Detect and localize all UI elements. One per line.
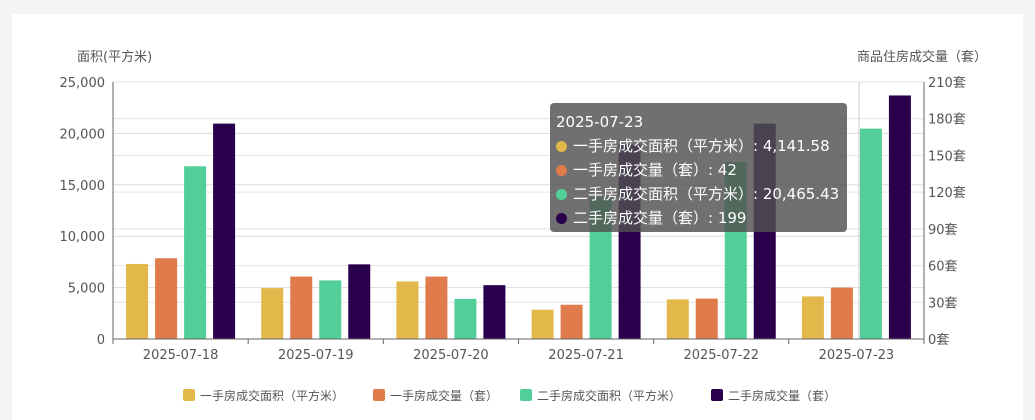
- tooltip-dot-3: [556, 213, 567, 224]
- tooltip-row: 一手房成交量（套）: 42: [556, 158, 841, 182]
- bar-3-2[interactable]: [483, 285, 506, 339]
- legend-label[interactable]: 二手房成交面积（平方米）: [537, 388, 681, 403]
- bar-2-0[interactable]: [184, 166, 207, 339]
- tooltip-row-label: 一手房成交量（套）: 42: [573, 161, 737, 179]
- bar-1-0[interactable]: [155, 258, 178, 339]
- tooltip-row-label: 二手房成交面积（平方米）: 20,465.43: [573, 185, 840, 203]
- legend-swatch[interactable]: [520, 389, 532, 401]
- tooltip-row: 二手房成交面积（平方米）: 20,465.43: [556, 182, 841, 206]
- right-tick-label: 180套: [928, 112, 966, 128]
- tooltip-dot-1: [556, 165, 567, 176]
- left-axis-title: 面积(平方米): [77, 49, 152, 65]
- tooltip-row-label: 二手房成交量（套）: 199: [573, 209, 747, 227]
- bar-3-0[interactable]: [213, 123, 236, 339]
- bar-3-5[interactable]: [888, 95, 911, 339]
- x-tick-label: 2025-07-18: [143, 348, 219, 363]
- bar-1-1[interactable]: [290, 276, 313, 339]
- right-tick-label: 90套: [928, 222, 958, 238]
- right-tick-label: 60套: [928, 259, 958, 275]
- tooltip-dot-0: [556, 141, 567, 152]
- legend-label[interactable]: 一手房成交量（套）: [390, 388, 498, 403]
- tooltip-row: 二手房成交量（套）: 199: [556, 206, 841, 230]
- right-tick-label: 150套: [928, 148, 966, 164]
- x-tick-label: 2025-07-19: [278, 348, 354, 363]
- legend-swatch[interactable]: [373, 389, 385, 401]
- x-tick-label: 2025-07-20: [413, 348, 489, 363]
- bar-2-2[interactable]: [454, 298, 477, 339]
- bar-1-5[interactable]: [830, 287, 853, 339]
- bar-0-3[interactable]: [531, 309, 554, 339]
- x-tick-label: 2025-07-21: [548, 348, 624, 363]
- legend-label[interactable]: 一手房成交面积（平方米）: [200, 388, 344, 403]
- tooltip-row-label: 一手房成交面积（平方米）: 4,141.58: [573, 137, 830, 155]
- bar-2-1[interactable]: [319, 280, 342, 339]
- x-tick-label: 2025-07-23: [819, 348, 895, 363]
- bar-0-2[interactable]: [396, 281, 419, 339]
- bar-0-0[interactable]: [126, 263, 149, 339]
- bar-0-1[interactable]: [261, 288, 284, 339]
- x-tick-label: 2025-07-22: [683, 348, 759, 363]
- left-tick-label: 10,000: [60, 230, 106, 245]
- axes: 0 5,000 10,000 15,000 20,000 25,000 0套 30套 60套 90…: [60, 75, 966, 363]
- tooltip-row: 一手房成交面积（平方米）: 4,141.58: [556, 134, 841, 158]
- legend-swatch[interactable]: [711, 389, 723, 401]
- bar-1-2[interactable]: [425, 276, 448, 339]
- bar-2-3[interactable]: [589, 197, 612, 339]
- tooltip: 2025-07-23 一手房成交面积（平方米）: 4,141.58 一手房成交量…: [550, 103, 847, 232]
- tooltip-title: 2025-07-23: [556, 113, 644, 131]
- right-tick-label: 120套: [928, 185, 966, 201]
- bar-2-5[interactable]: [859, 128, 882, 339]
- bar-0-4[interactable]: [666, 299, 689, 339]
- legend[interactable]: 一手房成交面积（平方米） 一手房成交量（套） 二手房成交面积（平方米） 二手房成交量（…: [183, 388, 836, 403]
- bar-1-3[interactable]: [560, 304, 583, 339]
- right-tick-label: 0套: [928, 332, 949, 348]
- legend-label[interactable]: 二手房成交量（套）: [728, 388, 836, 403]
- bar-3-1[interactable]: [348, 264, 371, 339]
- left-tick-label: 20,000: [60, 127, 106, 142]
- left-tick-label: 5,000: [68, 282, 105, 297]
- tooltip-dot-2: [556, 189, 567, 200]
- right-tick-label: 30套: [928, 295, 958, 311]
- left-tick-label: 0: [97, 333, 105, 348]
- legend-swatch[interactable]: [183, 389, 195, 401]
- right-tick-label: 210套: [928, 75, 966, 91]
- bar-0-5[interactable]: [801, 296, 824, 339]
- left-tick-label: 15,000: [60, 179, 106, 194]
- left-tick-label: 25,000: [60, 76, 106, 91]
- right-axis-title: 商品住房成交量（套）: [857, 49, 987, 65]
- bar-1-4[interactable]: [695, 298, 718, 339]
